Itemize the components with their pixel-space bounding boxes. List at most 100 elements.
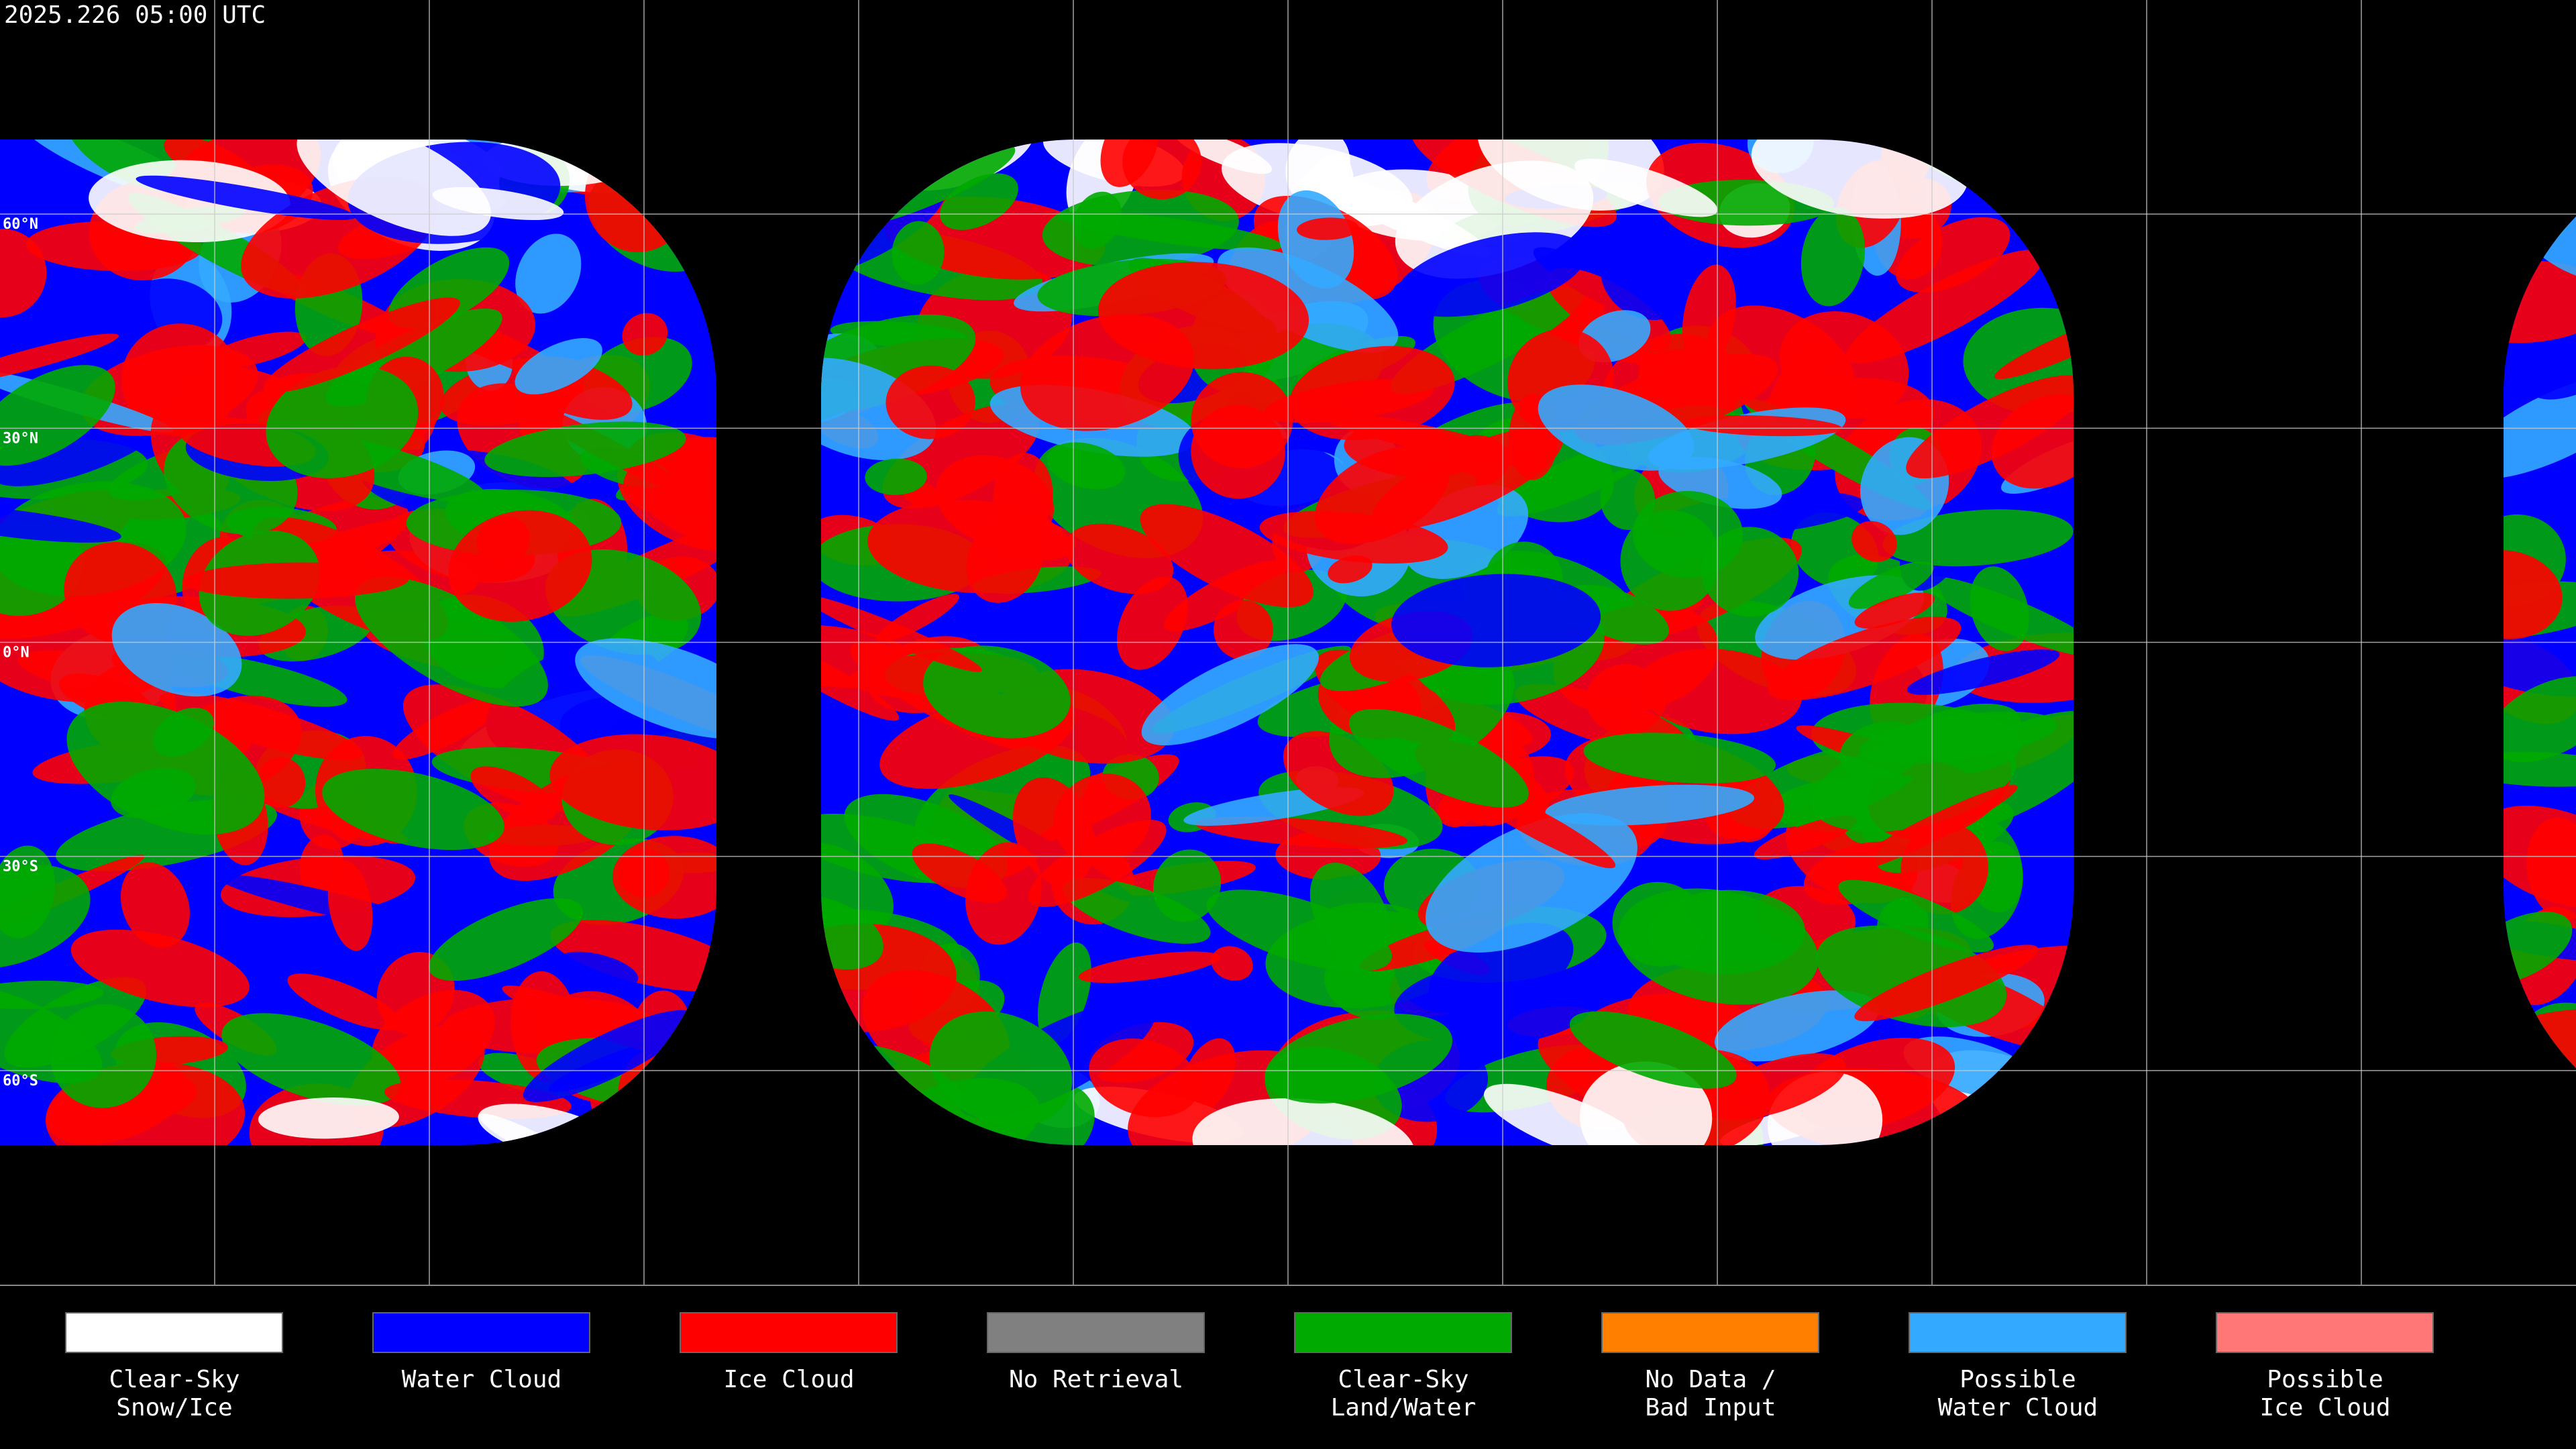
cloud-patch xyxy=(297,140,491,236)
cloud-patch xyxy=(1705,1053,1846,1120)
legend-swatch xyxy=(1909,1312,2127,1353)
cloud-patch xyxy=(470,766,557,821)
cloud-patch xyxy=(865,458,927,495)
cloud-patch xyxy=(1816,925,2007,1028)
latitude-label: 60°S xyxy=(3,1073,38,1089)
cloud-patch xyxy=(892,221,945,285)
cloud-patch xyxy=(50,1004,157,1108)
cloud-patch xyxy=(1297,217,1359,240)
cloud-patch xyxy=(1579,1061,1713,1145)
cloud-patch xyxy=(1600,223,1702,320)
cloud-patch xyxy=(1839,721,1923,780)
cloud-patch xyxy=(1259,511,1448,564)
cloud-patch xyxy=(1845,250,2045,364)
cloud-patch xyxy=(1620,510,1721,611)
cloud-patch xyxy=(1213,600,1273,660)
cloud-patch xyxy=(1848,561,1934,609)
legend-swatch xyxy=(680,1312,898,1353)
satellite-disk xyxy=(0,140,716,1145)
legend-label: Bad Input xyxy=(1645,1394,1776,1421)
cloud-patch xyxy=(183,562,409,599)
cloud-patch xyxy=(1854,592,1935,629)
cloud-patch xyxy=(258,1097,399,1139)
legend-label: No Retrieval xyxy=(1009,1366,1183,1393)
cloud-patch xyxy=(1191,372,1293,468)
cloud-patch xyxy=(432,186,564,221)
cloud-patch xyxy=(1682,415,1843,437)
cloud-patch xyxy=(1089,1038,1199,1118)
cloud-patch xyxy=(478,1114,598,1145)
cloud-patch xyxy=(0,845,56,938)
cloud-patch xyxy=(1140,504,1313,608)
graticule: 60°N 30°N 0°N 30°S 60°S xyxy=(0,0,2576,1285)
cloud-patch xyxy=(1574,158,1718,217)
cloud-patch xyxy=(1896,217,2010,293)
cloud-patch xyxy=(2504,806,2576,909)
legend-label: Land/Water xyxy=(1331,1394,1477,1421)
legend-swatch xyxy=(1601,1312,1819,1353)
cloud-patch xyxy=(1851,521,1897,562)
latitude-label: 0°N xyxy=(3,645,30,661)
legend-swatch xyxy=(987,1312,1205,1353)
legend-swatch xyxy=(1294,1312,1512,1353)
cloud-patch xyxy=(523,1010,694,1102)
legend-swatch xyxy=(65,1312,283,1353)
cloud-patch xyxy=(2504,550,2563,639)
cloud-patch xyxy=(1122,140,1202,200)
cloud-patch xyxy=(0,229,47,318)
cloud-patch xyxy=(622,313,668,356)
cloud-patch xyxy=(0,365,115,466)
cloud-patch xyxy=(515,233,582,314)
cloud-patch xyxy=(355,577,548,707)
cloud-patch xyxy=(1391,574,1601,667)
latitude-label: 30°N xyxy=(3,430,38,447)
cloud-patch xyxy=(1141,644,1319,746)
cloud-patch xyxy=(1063,877,1211,944)
legend-label: Water Cloud xyxy=(402,1366,561,1393)
legend-label: Snow/Ice xyxy=(116,1394,232,1421)
legend-label: No Data / xyxy=(1645,1366,1776,1393)
cloud-patch xyxy=(1854,945,2039,1022)
cloud-patch xyxy=(1217,247,1399,353)
cloud-patch xyxy=(1152,849,1222,922)
cloud-patch xyxy=(885,365,975,439)
cloud-patch xyxy=(2504,676,2576,763)
cloud-patch xyxy=(484,421,686,478)
cloud-patch xyxy=(966,515,1044,603)
cloud-patch xyxy=(1843,785,2018,875)
cloud-patch xyxy=(1714,990,1879,1062)
cloud-patch xyxy=(821,595,982,672)
cloud-patch xyxy=(136,175,356,220)
cloud-patch xyxy=(1174,140,1273,174)
cloud-patch xyxy=(1395,232,1587,317)
cloud-patch xyxy=(1768,616,1962,700)
cloud-patch xyxy=(1921,576,2074,657)
cloud-patch xyxy=(1065,523,1174,594)
cloud-patch xyxy=(2504,911,2573,985)
cloud-patch xyxy=(322,769,504,850)
cloud-patch xyxy=(160,692,363,761)
cloud-patch xyxy=(1078,951,1220,983)
cloud-patch xyxy=(1906,375,2074,479)
cloud-patch xyxy=(2504,751,2576,787)
cloud-patch xyxy=(1206,890,1392,972)
cloud-patch xyxy=(821,894,883,970)
cloud-patch xyxy=(1754,815,1857,860)
cloud-patch xyxy=(111,602,242,697)
cloud-patch xyxy=(1583,733,1776,784)
cloud-patch xyxy=(120,862,190,948)
cloud-patch xyxy=(1192,1098,1415,1145)
cloud-patch xyxy=(1116,576,1188,670)
cloud-patch xyxy=(221,1013,401,1106)
cloud-patch xyxy=(287,973,402,1030)
legend-label: Ice Cloud xyxy=(723,1366,854,1393)
cloud-patch xyxy=(912,843,1008,904)
cloud-patch xyxy=(1028,820,1167,908)
cloud-patch xyxy=(1073,191,1122,249)
latitude-label: 60°N xyxy=(3,216,38,233)
cloud-patch xyxy=(1349,708,1529,808)
cloud-patch xyxy=(1318,411,1540,467)
cloud-patch xyxy=(515,338,602,394)
